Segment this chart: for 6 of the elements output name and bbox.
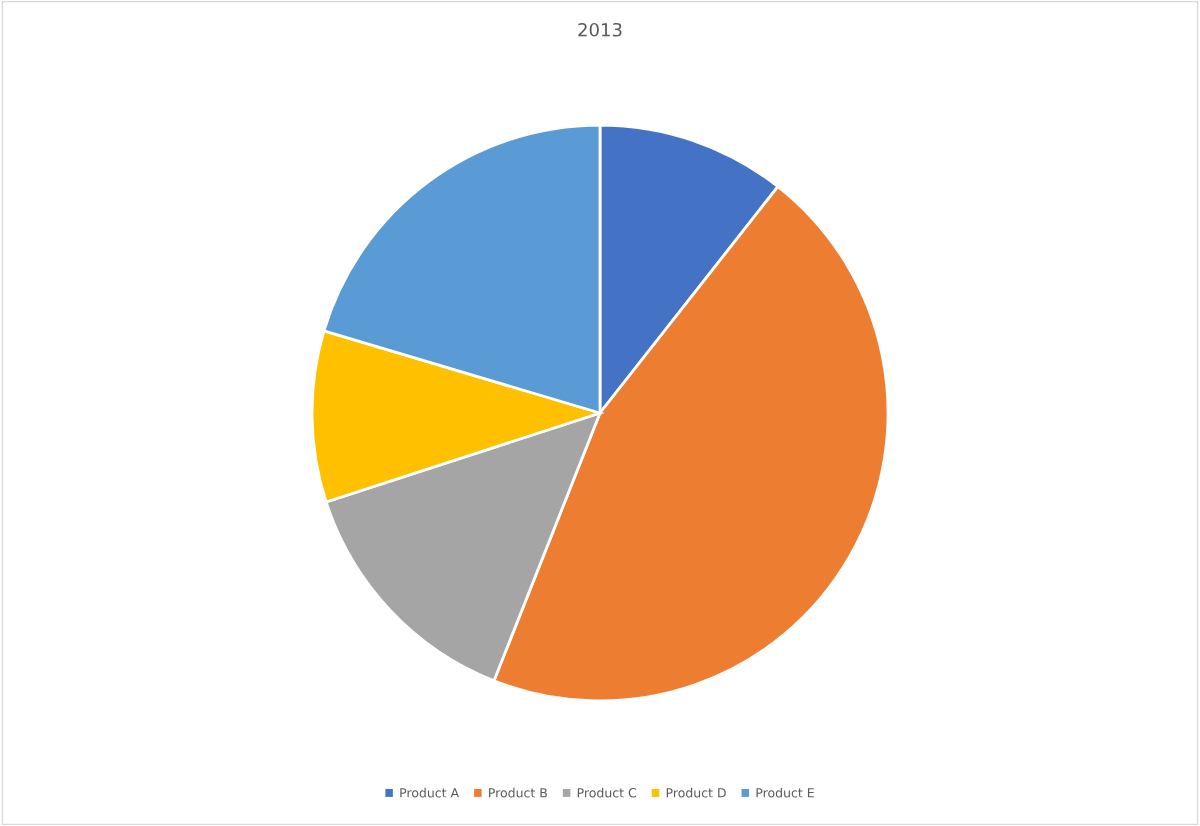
chart-title: 2013	[578, 22, 622, 37]
legend-label: Product C	[577, 787, 637, 798]
legend-label: Product B	[489, 787, 547, 798]
legend-label: Product E	[756, 787, 814, 798]
legend-label: Product A	[400, 787, 459, 798]
legend-label: Product D	[666, 787, 726, 798]
